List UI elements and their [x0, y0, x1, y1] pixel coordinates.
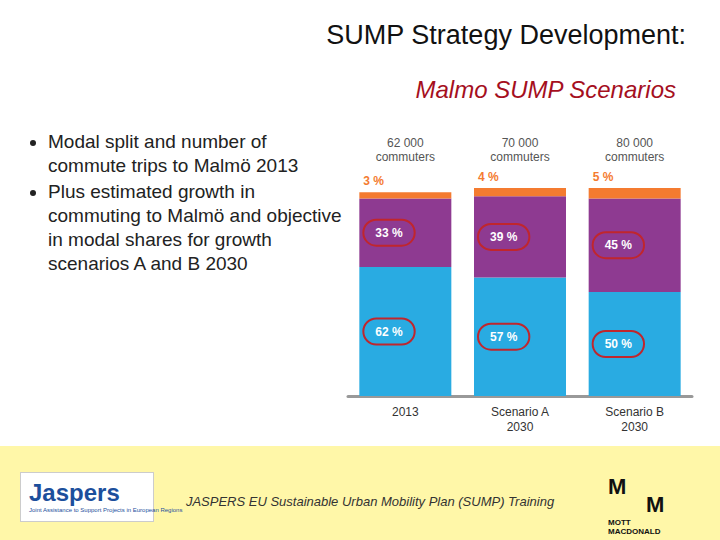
- svg-text:39 %: 39 %: [490, 230, 518, 244]
- html-text:Plus estimated growth in commu: Plus estimated growth in commuting to Ma…: [48, 181, 342, 274]
- svg-text:80 000: 80 000: [616, 136, 653, 150]
- html-text:Jaspers: Jaspers: [29, 479, 120, 506]
- svg-text:4 %: 4 %: [478, 170, 499, 184]
- html-text:Joint Assistance to Support Pr: Joint Assistance to Support Projects in …: [29, 507, 183, 513]
- html-text:JASPERS EU Sustainable Urban M: JASPERS EU Sustainable Urban Mobility Pl…: [185, 494, 555, 509]
- html-text:M: M: [646, 492, 665, 517]
- svg-text:33 %: 33 %: [375, 226, 403, 240]
- svg-text:Scenario A: Scenario A: [491, 405, 549, 419]
- svg-text:commuters: commuters: [605, 150, 664, 164]
- svg-text:2030: 2030: [507, 420, 534, 434]
- html-text:MOTT MACDONALD: MOTT MACDONALD: [608, 518, 661, 536]
- html-text:SUMP Strategy Development:: SUMP Strategy Development:: [326, 20, 686, 50]
- svg-text:50 %: 50 %: [605, 337, 633, 351]
- svg-text:commuters: commuters: [490, 150, 549, 164]
- html-text:Malmo SUMP Scenarios: Malmo SUMP Scenarios: [415, 76, 676, 103]
- html-text:M: M: [608, 474, 627, 499]
- svg-text:45 %: 45 %: [605, 238, 633, 252]
- svg-text:Scenario B: Scenario B: [605, 405, 664, 419]
- svg-text:5 %: 5 %: [593, 170, 614, 184]
- svg-text:70 000: 70 000: [502, 136, 539, 150]
- svg-text:62 %: 62 %: [375, 325, 403, 339]
- html-text:Modal split and number of comm: Modal split and number of commute trips …: [48, 131, 299, 176]
- svg-text:62 000: 62 000: [387, 136, 424, 150]
- svg-text:2013: 2013: [392, 405, 419, 419]
- svg-text:57 %: 57 %: [490, 330, 518, 344]
- svg-text:2030: 2030: [621, 420, 648, 434]
- svg-text:3 %: 3 %: [363, 174, 384, 188]
- svg-text:commuters: commuters: [376, 150, 435, 164]
